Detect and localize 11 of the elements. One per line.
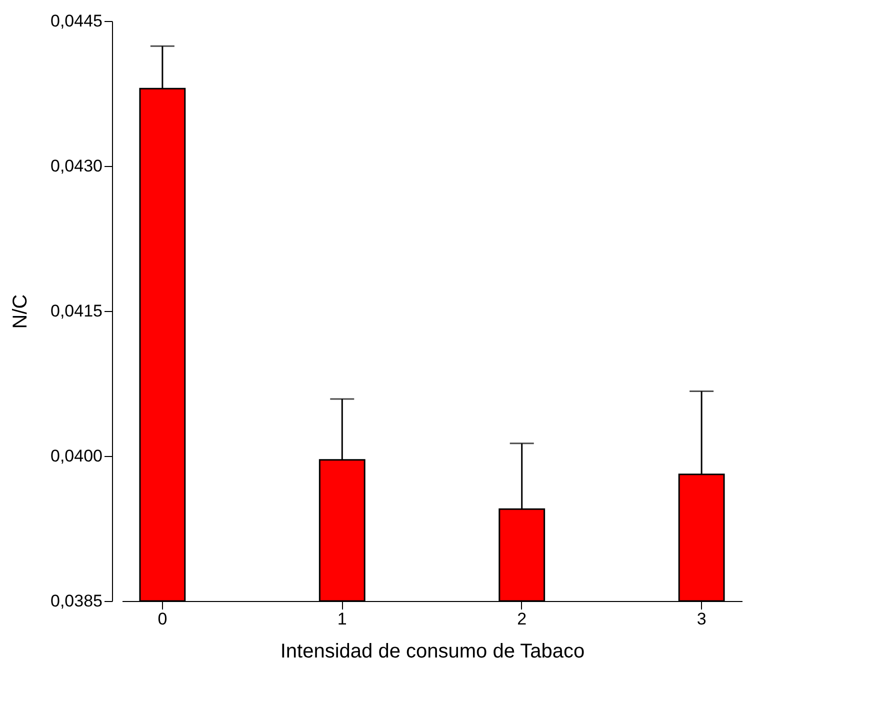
y-tick-label: 0,0400 bbox=[50, 446, 102, 466]
x-tick-label: 2 bbox=[517, 610, 527, 628]
y-tick-label: 0,0430 bbox=[50, 156, 102, 176]
x-tick-label: 1 bbox=[337, 610, 347, 628]
y-axis-title: N/C bbox=[10, 294, 32, 329]
y-tick-label: 0,0385 bbox=[50, 592, 102, 610]
x-axis-title: Intensidad de consumo de Tabaco bbox=[280, 640, 585, 662]
x-tick-label: 0 bbox=[158, 610, 168, 628]
x-tick-label: 3 bbox=[696, 610, 706, 628]
y-tick-label: 0,0415 bbox=[50, 302, 102, 320]
y-tick-label: 0,0445 bbox=[50, 12, 102, 30]
